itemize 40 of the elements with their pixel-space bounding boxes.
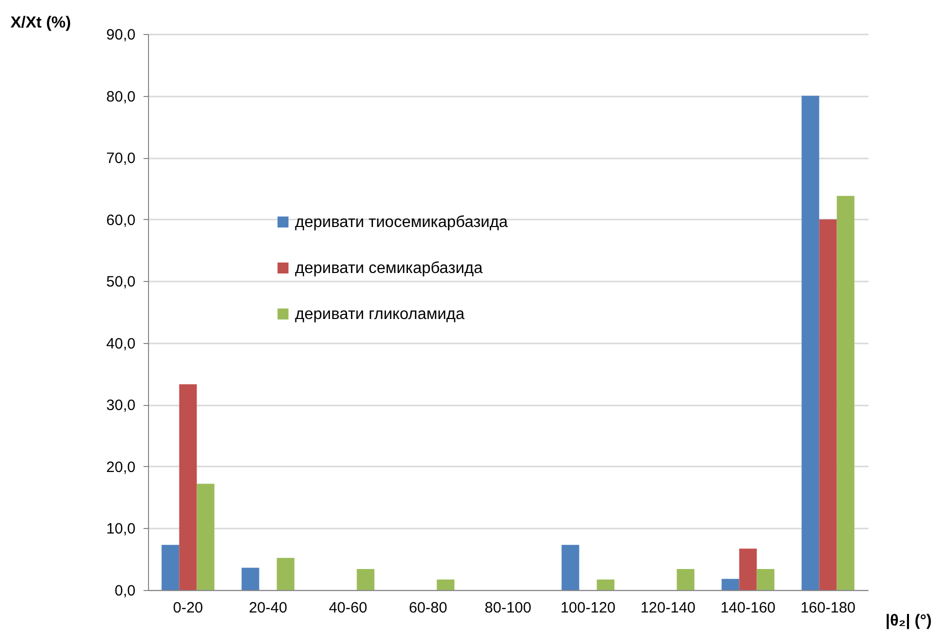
bar (242, 568, 260, 590)
x-tick-label: 120-140 (640, 600, 696, 616)
x-tick-label: 140-160 (720, 600, 776, 616)
x-tick-label: 80-100 (484, 600, 532, 616)
y-tick-label: 90,0 (106, 26, 136, 44)
bar (596, 580, 614, 590)
y-tick-label: 50,0 (106, 274, 136, 291)
y-axis-title: X/Xt (%) (10, 14, 71, 32)
y-tick-label: 0,0 (114, 582, 136, 600)
x-tick-label: 60-80 (408, 600, 448, 616)
y-tick-label: 40,0 (106, 335, 136, 352)
x-tick-label: 100-120 (560, 600, 616, 616)
bar (276, 558, 294, 590)
x-tick-label: 160-180 (800, 600, 856, 616)
bar (802, 96, 820, 590)
y-tick-label: 30,0 (106, 397, 136, 414)
y-tick-label: 20,0 (106, 458, 136, 476)
legend-label: деривати тиосемикарбазида (295, 214, 508, 231)
x-tick-label: 40-60 (328, 600, 368, 616)
y-tick-label: 10,0 (106, 520, 136, 538)
bar (739, 548, 757, 590)
legend-label: деривати семикарбазида (295, 260, 483, 277)
bar (356, 568, 374, 590)
x-axis-title: |θ₂| (°) (886, 612, 932, 630)
bar (756, 568, 774, 590)
y-tick-label: 80,0 (106, 88, 136, 106)
bar (819, 219, 837, 590)
bar (179, 384, 197, 590)
bar (562, 544, 580, 590)
y-tick-label: 70,0 (106, 150, 136, 168)
bar (676, 568, 694, 590)
bar (836, 196, 854, 590)
x-tick-label: 0-20 (172, 600, 204, 616)
bar (196, 484, 214, 590)
bar (436, 580, 454, 590)
x-tick-label: 20-40 (248, 600, 288, 616)
bar (162, 544, 180, 590)
y-tick-label: 60,0 (106, 212, 136, 229)
legend-label: деривати гликоламида (295, 306, 465, 323)
bar (722, 578, 740, 590)
